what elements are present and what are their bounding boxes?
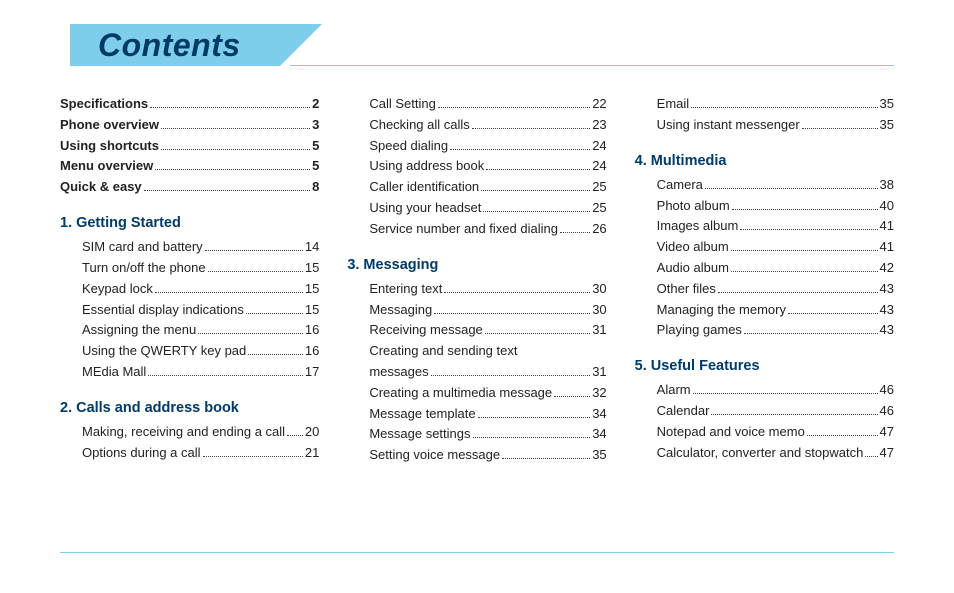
toc-row: Calendar46 (635, 401, 894, 422)
toc-row: Specifications 2 (60, 94, 319, 115)
page: Contents Specifications 2 Phone overview3… (0, 0, 954, 593)
toc-row: Video album41 (635, 237, 894, 258)
toc-row-wrap-b: messages31 (347, 362, 606, 383)
section-heading-5: 5.Useful Features (635, 355, 894, 378)
toc-row: Using address book24 (347, 156, 606, 177)
front-matter: Specifications 2 Phone overview3 Using sh… (60, 94, 319, 198)
section-title: Getting Started (76, 212, 181, 235)
toc-label: Specifications (60, 94, 148, 115)
toc-row: Calculator, converter and stopwatch47 (635, 443, 894, 464)
toc-row: Message settings34 (347, 424, 606, 445)
toc-row: Other files43 (635, 279, 894, 300)
toc-row: Entering text30 (347, 279, 606, 300)
toc-row: Service number and fixed dialing26 (347, 219, 606, 240)
toc-row: Photo album40 (635, 196, 894, 217)
page-title: Contents (98, 24, 241, 66)
toc-row: Managing the memory43 (635, 300, 894, 321)
toc-row: Caller identification25 (347, 177, 606, 198)
toc-row: Setting voice message35 (347, 445, 606, 466)
toc-row: SIM card and battery14 (60, 237, 319, 258)
toc-row: Using your headset25 (347, 198, 606, 219)
toc-row: Speed dialing24 (347, 136, 606, 157)
toc-row: Phone overview3 (60, 115, 319, 136)
toc-row: Using shortcuts5 (60, 136, 319, 157)
section-number: 1. (60, 212, 72, 235)
toc-row: Turn on/off the phone15 (60, 258, 319, 279)
toc-row: Audio album42 (635, 258, 894, 279)
toc-row: Keypad lock15 (60, 279, 319, 300)
toc-row: Alarm46 (635, 380, 894, 401)
toc-row: Camera38 (635, 175, 894, 196)
toc-row: Making, receiving and ending a call20 (60, 422, 319, 443)
toc-row: Quick & easy8 (60, 177, 319, 198)
toc-page: 2 (312, 94, 319, 115)
toc-row: Email35 (635, 94, 894, 115)
toc-row: Using instant messenger35 (635, 115, 894, 136)
column-2: Call Setting22 Checking all calls23 Spee… (347, 94, 606, 466)
toc-row: Options during a call21 (60, 443, 319, 464)
bottom-rule (60, 552, 894, 553)
top-rule (290, 65, 894, 66)
title-block: Contents (70, 24, 894, 68)
toc-row: Checking all calls23 (347, 115, 606, 136)
toc-row: Images album41 (635, 216, 894, 237)
toc-row: Playing games43 (635, 320, 894, 341)
dot-leader (150, 107, 310, 108)
column-1: Specifications 2 Phone overview3 Using sh… (60, 94, 319, 466)
section-heading-3: 3.Messaging (347, 254, 606, 277)
toc-row: Creating a multimedia message32 (347, 383, 606, 404)
toc-row: Message template34 (347, 404, 606, 425)
title-diagonal (280, 24, 322, 66)
toc-row: Messaging30 (347, 300, 606, 321)
toc-row: Call Setting22 (347, 94, 606, 115)
section-heading-4: 4.Multimedia (635, 150, 894, 173)
toc-row: Menu overview5 (60, 156, 319, 177)
toc-row: Assigning the menu16 (60, 320, 319, 341)
toc-row-wrap-a: Creating and sending text (347, 341, 606, 362)
toc-row: Using the QWERTY key pad16 (60, 341, 319, 362)
section-heading-2: 2.Calls and address book (60, 397, 319, 420)
toc-row: Essential display indications15 (60, 300, 319, 321)
columns: Specifications 2 Phone overview3 Using sh… (60, 94, 894, 466)
section-heading-1: 1.Getting Started (60, 212, 319, 235)
toc-row: MEdia Mall17 (60, 362, 319, 383)
toc-row: Receiving message31 (347, 320, 606, 341)
column-3: Email35 Using instant messenger35 4.Mult… (635, 94, 894, 466)
toc-row: Notepad and voice memo47 (635, 422, 894, 443)
